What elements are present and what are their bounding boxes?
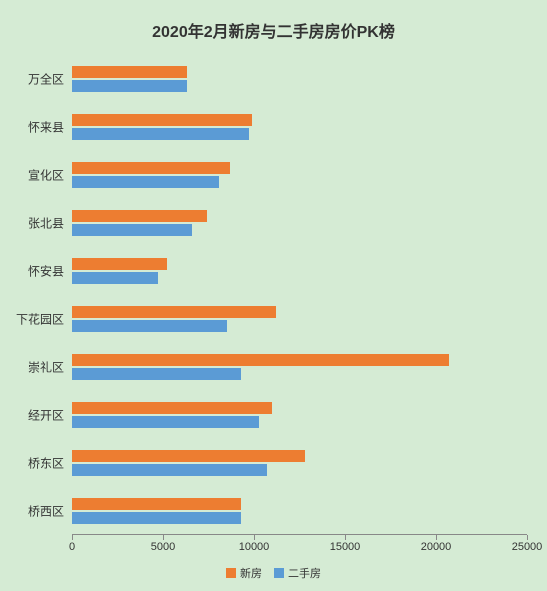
x-tick-label: 20000 xyxy=(421,535,452,553)
category-group: 桥西区 xyxy=(72,498,527,524)
bar-secondhand xyxy=(72,464,267,476)
legend-label: 新房 xyxy=(240,568,262,580)
chart-legend: 新房 二手房 xyxy=(0,565,547,581)
category-group: 崇礼区 xyxy=(72,354,527,380)
legend-swatch xyxy=(226,568,236,578)
plot-area: 0500010000150002000025000万全区怀来县宣化区张北县怀安县… xyxy=(72,55,527,535)
legend-item: 新房 xyxy=(226,565,262,581)
bar-secondhand xyxy=(72,368,241,380)
x-tick-label: 15000 xyxy=(330,535,361,553)
legend-item: 二手房 xyxy=(274,565,321,581)
category-group: 张北县 xyxy=(72,210,527,236)
bar-secondhand xyxy=(72,512,241,524)
bar-secondhand xyxy=(72,320,227,332)
bar-new xyxy=(72,402,272,414)
x-tick-label: 25000 xyxy=(512,535,543,553)
category-group: 下花园区 xyxy=(72,306,527,332)
bar-new xyxy=(72,450,305,462)
bar-new xyxy=(72,210,207,222)
bar-new xyxy=(72,306,276,318)
bar-secondhand xyxy=(72,80,187,92)
bar-new xyxy=(72,162,230,174)
bar-new xyxy=(72,258,167,270)
bar-new xyxy=(72,66,187,78)
category-group: 桥东区 xyxy=(72,450,527,476)
y-axis-label: 宣化区 xyxy=(28,167,72,184)
y-axis-label: 万全区 xyxy=(28,71,72,88)
y-axis-label: 桥东区 xyxy=(28,455,72,472)
category-group: 宣化区 xyxy=(72,162,527,188)
bar-secondhand xyxy=(72,176,219,188)
bar-secondhand xyxy=(72,128,249,140)
y-axis-label: 下花园区 xyxy=(16,311,72,328)
legend-label: 二手房 xyxy=(288,568,321,580)
housing-price-chart: 2020年2月新房与二手房房价PK榜 0 5000 10000 15000 20000 2… xyxy=(0,0,547,591)
category-group: 万全区 xyxy=(72,66,527,92)
bar-new xyxy=(72,354,449,366)
y-axis-label: 怀来县 xyxy=(28,119,72,136)
y-axis-label: 崇礼区 xyxy=(28,359,72,376)
y-axis-label: 怀安县 xyxy=(28,263,72,280)
bar-secondhand xyxy=(72,224,192,236)
y-axis-label: 张北县 xyxy=(28,215,72,232)
category-group: 怀来县 xyxy=(72,114,527,140)
x-axis-line xyxy=(72,534,527,535)
bar-new xyxy=(72,498,241,510)
x-tick-label: 10000 xyxy=(239,535,270,553)
bar-secondhand xyxy=(72,416,259,428)
x-tick-label: 5000 xyxy=(151,535,175,553)
bar-secondhand xyxy=(72,272,158,284)
legend-swatch xyxy=(274,568,284,578)
category-group: 经开区 xyxy=(72,402,527,428)
category-group: 怀安县 xyxy=(72,258,527,284)
x-tick-label: 0 xyxy=(69,535,75,553)
y-axis-label: 桥西区 xyxy=(28,503,72,520)
chart-title: 2020年2月新房与二手房房价PK榜 xyxy=(0,0,547,42)
bar-new xyxy=(72,114,252,126)
y-axis-label: 经开区 xyxy=(28,407,72,424)
